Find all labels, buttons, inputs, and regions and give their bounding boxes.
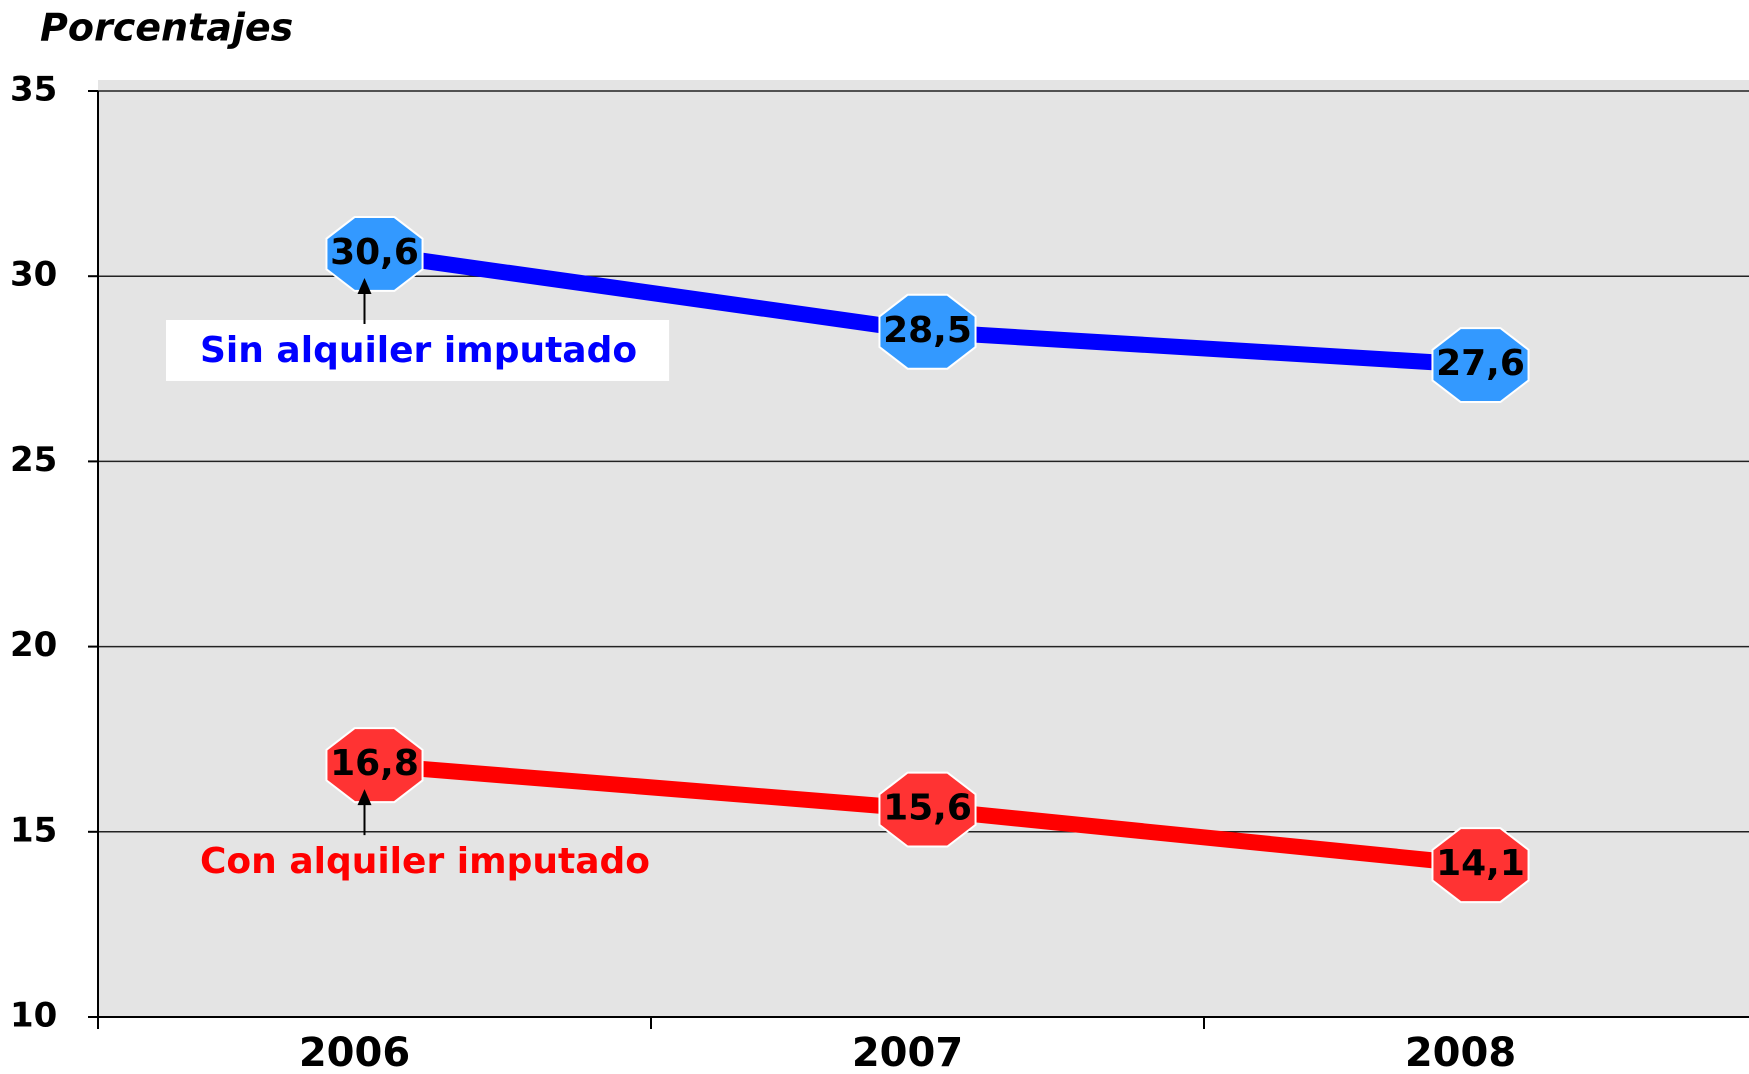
- point-marker: [878, 293, 977, 370]
- point-marker: [1431, 327, 1530, 404]
- point-marker: [1431, 827, 1530, 904]
- point-marker: [878, 771, 977, 848]
- y-tick-label: 35: [10, 70, 57, 110]
- data-label: 14,1: [1436, 843, 1525, 884]
- data-label: 28,5: [883, 310, 972, 351]
- label-background: [166, 319, 670, 381]
- arrow-head: [357, 277, 372, 294]
- point-marker: [325, 727, 424, 804]
- series-label: Con alquiler imputado: [200, 841, 650, 882]
- data-label: 30,6: [330, 232, 419, 273]
- y-tick-label: 30: [10, 255, 57, 295]
- data-label: 15,6: [883, 788, 972, 829]
- data-label: 27,6: [1436, 343, 1525, 384]
- y-tick-label: 15: [10, 810, 57, 850]
- x-tick-label: 2008: [1405, 1030, 1516, 1074]
- x-tick-label: 2006: [299, 1030, 410, 1074]
- y-tick-label: 25: [10, 440, 57, 480]
- arrow-head: [357, 789, 372, 806]
- x-tick-label: 2007: [852, 1030, 963, 1074]
- data-label: 16,8: [330, 743, 419, 784]
- point-marker: [325, 216, 424, 292]
- y-tick-label: 10: [10, 996, 57, 1036]
- series-label: Sin alquiler imputado: [200, 330, 637, 371]
- y-tick-label: 20: [10, 625, 57, 665]
- y-axis-title: Porcentajes: [40, 6, 293, 50]
